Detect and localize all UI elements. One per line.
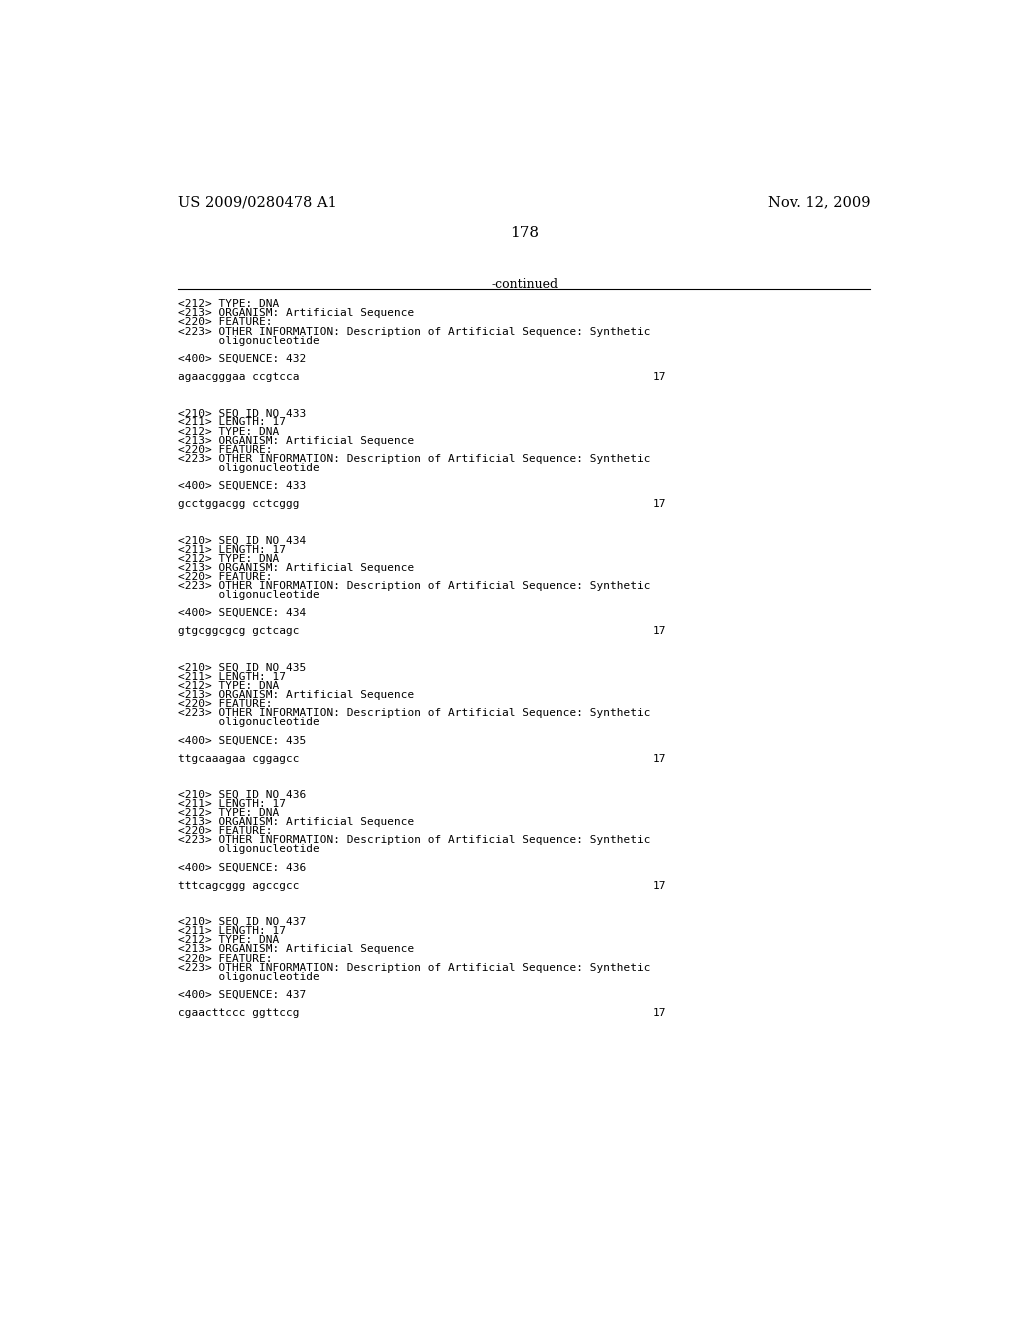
- Text: <210> SEQ ID NO 435: <210> SEQ ID NO 435: [178, 663, 306, 673]
- Text: -continued: -continued: [492, 277, 558, 290]
- Text: <212> TYPE: DNA: <212> TYPE: DNA: [178, 426, 280, 437]
- Text: <212> TYPE: DNA: <212> TYPE: DNA: [178, 936, 280, 945]
- Text: <213> ORGANISM: Artificial Sequence: <213> ORGANISM: Artificial Sequence: [178, 436, 415, 446]
- Text: oligonucleotide: oligonucleotide: [178, 463, 321, 473]
- Text: <223> OTHER INFORMATION: Description of Artificial Sequence: Synthetic: <223> OTHER INFORMATION: Description of …: [178, 708, 651, 718]
- Text: <210> SEQ ID NO 434: <210> SEQ ID NO 434: [178, 536, 306, 545]
- Text: <400> SEQUENCE: 437: <400> SEQUENCE: 437: [178, 990, 306, 999]
- Text: oligonucleotide: oligonucleotide: [178, 335, 321, 346]
- Text: <212> TYPE: DNA: <212> TYPE: DNA: [178, 681, 280, 690]
- Text: tttcagcggg agccgcc: tttcagcggg agccgcc: [178, 880, 300, 891]
- Text: <210> SEQ ID NO 437: <210> SEQ ID NO 437: [178, 917, 306, 927]
- Text: <211> LENGTH: 17: <211> LENGTH: 17: [178, 545, 287, 554]
- Text: 17: 17: [653, 627, 667, 636]
- Text: <213> ORGANISM: Artificial Sequence: <213> ORGANISM: Artificial Sequence: [178, 562, 415, 573]
- Text: <211> LENGTH: 17: <211> LENGTH: 17: [178, 417, 287, 428]
- Text: <220> FEATURE:: <220> FEATURE:: [178, 953, 272, 964]
- Text: gcctggacgg cctcggg: gcctggacgg cctcggg: [178, 499, 300, 510]
- Text: <211> LENGTH: 17: <211> LENGTH: 17: [178, 927, 287, 936]
- Text: Nov. 12, 2009: Nov. 12, 2009: [768, 195, 870, 210]
- Text: <400> SEQUENCE: 432: <400> SEQUENCE: 432: [178, 354, 306, 364]
- Text: cgaacttccc ggttccg: cgaacttccc ggttccg: [178, 1008, 300, 1018]
- Text: gtgcggcgcg gctcagc: gtgcggcgcg gctcagc: [178, 627, 300, 636]
- Text: <400> SEQUENCE: 436: <400> SEQUENCE: 436: [178, 863, 306, 873]
- Text: <220> FEATURE:: <220> FEATURE:: [178, 318, 272, 327]
- Text: <223> OTHER INFORMATION: Description of Artificial Sequence: Synthetic: <223> OTHER INFORMATION: Description of …: [178, 326, 651, 337]
- Text: agaacgggaa ccgtcca: agaacgggaa ccgtcca: [178, 372, 300, 381]
- Text: oligonucleotide: oligonucleotide: [178, 972, 321, 982]
- Text: <223> OTHER INFORMATION: Description of Artificial Sequence: Synthetic: <223> OTHER INFORMATION: Description of …: [178, 581, 651, 591]
- Text: <211> LENGTH: 17: <211> LENGTH: 17: [178, 799, 287, 809]
- Text: US 2009/0280478 A1: US 2009/0280478 A1: [178, 195, 337, 210]
- Text: <220> FEATURE:: <220> FEATURE:: [178, 700, 272, 709]
- Text: <223> OTHER INFORMATION: Description of Artificial Sequence: Synthetic: <223> OTHER INFORMATION: Description of …: [178, 962, 651, 973]
- Text: <213> ORGANISM: Artificial Sequence: <213> ORGANISM: Artificial Sequence: [178, 944, 415, 954]
- Text: 178: 178: [510, 226, 540, 240]
- Text: <220> FEATURE:: <220> FEATURE:: [178, 445, 272, 454]
- Text: <223> OTHER INFORMATION: Description of Artificial Sequence: Synthetic: <223> OTHER INFORMATION: Description of …: [178, 454, 651, 463]
- Text: 17: 17: [653, 880, 667, 891]
- Text: <213> ORGANISM: Artificial Sequence: <213> ORGANISM: Artificial Sequence: [178, 817, 415, 828]
- Text: <211> LENGTH: 17: <211> LENGTH: 17: [178, 672, 287, 682]
- Text: oligonucleotide: oligonucleotide: [178, 590, 321, 601]
- Text: 17: 17: [653, 372, 667, 381]
- Text: <213> ORGANISM: Artificial Sequence: <213> ORGANISM: Artificial Sequence: [178, 309, 415, 318]
- Text: 17: 17: [653, 1008, 667, 1018]
- Text: <213> ORGANISM: Artificial Sequence: <213> ORGANISM: Artificial Sequence: [178, 690, 415, 700]
- Text: <400> SEQUENCE: 433: <400> SEQUENCE: 433: [178, 480, 306, 491]
- Text: <400> SEQUENCE: 435: <400> SEQUENCE: 435: [178, 735, 306, 746]
- Text: 17: 17: [653, 499, 667, 510]
- Text: <212> TYPE: DNA: <212> TYPE: DNA: [178, 553, 280, 564]
- Text: <220> FEATURE:: <220> FEATURE:: [178, 826, 272, 837]
- Text: oligonucleotide: oligonucleotide: [178, 717, 321, 727]
- Text: <212> TYPE: DNA: <212> TYPE: DNA: [178, 300, 280, 309]
- Text: <223> OTHER INFORMATION: Description of Artificial Sequence: Synthetic: <223> OTHER INFORMATION: Description of …: [178, 836, 651, 845]
- Text: oligonucleotide: oligonucleotide: [178, 845, 321, 854]
- Text: <210> SEQ ID NO 436: <210> SEQ ID NO 436: [178, 789, 306, 800]
- Text: <400> SEQUENCE: 434: <400> SEQUENCE: 434: [178, 609, 306, 618]
- Text: <210> SEQ ID NO 433: <210> SEQ ID NO 433: [178, 408, 306, 418]
- Text: <212> TYPE: DNA: <212> TYPE: DNA: [178, 808, 280, 818]
- Text: ttgcaaagaa cggagcc: ttgcaaagaa cggagcc: [178, 754, 300, 763]
- Text: <220> FEATURE:: <220> FEATURE:: [178, 572, 272, 582]
- Text: 17: 17: [653, 754, 667, 763]
